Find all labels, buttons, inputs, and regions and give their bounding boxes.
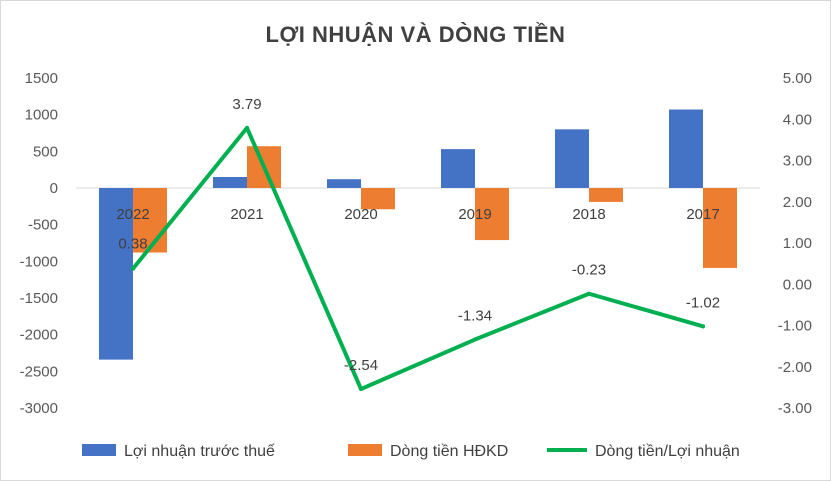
bars-group	[99, 109, 737, 360]
bar-dong-tien-hdkd-2018	[589, 188, 623, 202]
legend-label-dong-tien-hdkd: Dòng tiền HĐKD	[390, 443, 508, 460]
left-tick-label: -1000	[20, 253, 58, 270]
bar-dong-tien-hdkd-2022	[133, 188, 167, 253]
data-label-2018: -0.23	[572, 262, 606, 279]
data-label-2019: -1.34	[458, 308, 492, 325]
data-labels: 0.38 3.79 -2.54 -1.34 -0.23 -1.02	[118, 96, 720, 374]
category-label-2018: 2018	[572, 206, 605, 223]
legend: Lợi nhuận trước thuế Dòng tiền HĐKD Dòng t…	[82, 443, 740, 460]
left-tick-label: -500	[28, 217, 58, 234]
left-tick-label: 500	[33, 143, 58, 160]
right-axis: 5.00 4.00 3.00 2.00 1.00 0.00 -1.00 -2.00 -3.00	[778, 70, 812, 417]
legend-label-loi-nhuan-truoc-thue: Lợi nhuận trước thuế	[124, 443, 275, 460]
category-label-2019: 2019	[458, 206, 491, 223]
category-labels: 2022 2021 2020 2019 2018 2017	[116, 206, 719, 223]
bar-loi-nhuan-truoc-thue-2019	[441, 149, 475, 188]
right-tick-label: 2.00	[783, 194, 812, 211]
legend-swatch-loi-nhuan-truoc-thue	[82, 444, 116, 456]
right-tick-label: 5.00	[783, 70, 812, 87]
category-label-2017: 2017	[686, 206, 719, 223]
bar-loi-nhuan-truoc-thue-2017	[669, 109, 703, 188]
left-tick-label: -2000	[20, 327, 58, 344]
line-point-2019	[473, 337, 477, 342]
bar-dong-tien-hdkd-2020	[361, 188, 395, 210]
right-tick-label: 4.00	[783, 111, 812, 128]
bar-loi-nhuan-truoc-thue-2021	[213, 177, 247, 188]
left-tick-label: 0	[50, 180, 58, 197]
left-tick-label: 1500	[25, 70, 58, 87]
data-label-2017: -1.02	[686, 294, 720, 311]
right-tick-label: -1.00	[778, 318, 812, 335]
line-point-2017	[701, 324, 705, 329]
left-tick-label: -2500	[20, 363, 58, 380]
right-tick-label: -3.00	[778, 400, 812, 417]
bar-loi-nhuan-truoc-thue-2018	[555, 129, 589, 188]
line-point-2021	[245, 125, 249, 130]
category-label-2022: 2022	[116, 206, 149, 223]
right-tick-label: 3.00	[783, 153, 812, 170]
data-label-2022: 0.38	[118, 236, 147, 253]
line-point-2022	[131, 266, 135, 271]
bar-dong-tien-hdkd-2017	[703, 188, 737, 268]
legend-swatch-dong-tien-hdkd	[348, 444, 382, 456]
legend-label-dong-tien-loi-nhuan: Dòng tiền/Lợi nhuận	[595, 443, 740, 460]
left-axis: 1500 1000 500 0 -500 -1000 -1500 -2000 -2500 -300…	[20, 70, 58, 417]
left-tick-label: 1000	[25, 107, 58, 124]
bar-loi-nhuan-truoc-thue-2020	[327, 179, 361, 188]
right-tick-label: -2.00	[778, 359, 812, 376]
line-point-2018	[587, 291, 591, 296]
left-tick-label: -3000	[20, 400, 58, 417]
right-tick-label: 1.00	[783, 235, 812, 252]
chart-title: LỢI NHUẬN VÀ DÒNG TIỀN	[265, 22, 566, 47]
bar-dong-tien-hdkd-2019	[475, 188, 509, 241]
category-label-2020: 2020	[344, 206, 377, 223]
right-tick-label: 0.00	[783, 276, 812, 293]
left-tick-label: -1500	[20, 290, 58, 307]
data-label-2021: 3.79	[232, 96, 261, 113]
line-point-2020	[359, 387, 363, 392]
line-dong-tien-loi-nhuan	[131, 125, 705, 392]
bar-loi-nhuan-truoc-thue-2022	[99, 188, 133, 360]
category-label-2021: 2021	[230, 206, 263, 223]
data-label-2020: -2.54	[344, 357, 378, 374]
ratio-line-group	[131, 125, 705, 392]
